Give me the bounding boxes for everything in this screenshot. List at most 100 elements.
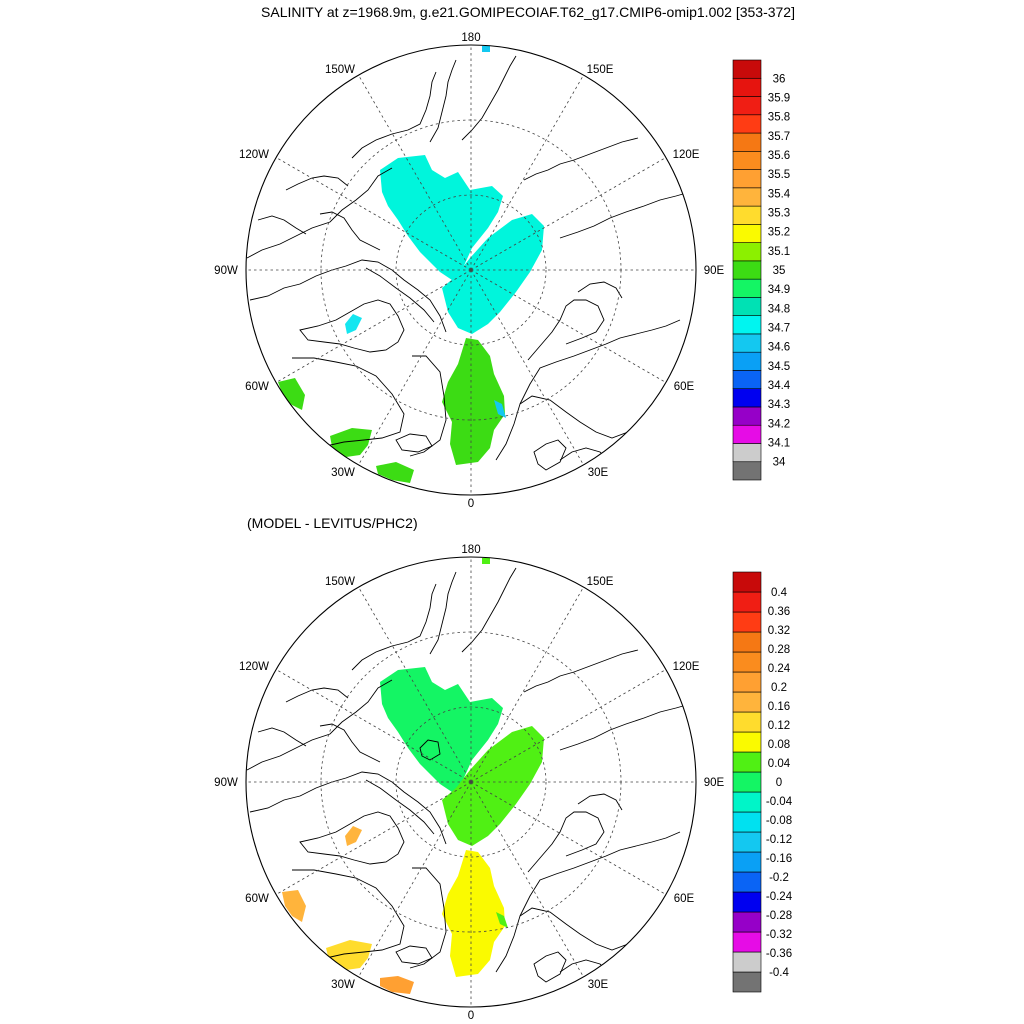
difference-colorbar-tick-label: 0.08 xyxy=(768,739,790,751)
salinity-map: 180 150W 150E 120W 120E 90W 90E 60W 60E … xyxy=(214,32,724,510)
lon-label-150w: 150W xyxy=(325,64,355,76)
difference-colorbar-swatch xyxy=(732,911,762,933)
salinity-colorbar-swatch xyxy=(732,187,762,207)
eurasian-basin-field xyxy=(442,214,544,334)
difference-colorbar-tick-label: 0 xyxy=(776,777,782,789)
salinity-colorbar-swatch xyxy=(732,242,762,262)
difference-colorbar-tick-label: 0.16 xyxy=(768,701,790,713)
difference-colorbar-swatch xyxy=(732,811,762,833)
salinity-colorbar-swatch xyxy=(732,297,762,316)
salinity-colorbar-tick-label: 34.7 xyxy=(768,323,790,335)
salinity-colorbar-swatch xyxy=(732,278,762,298)
salinity-colorbar-swatch xyxy=(732,406,762,426)
longitude-labels: 180 150W 150E 120W 120E 90W 90E 60W 60E … xyxy=(214,32,724,510)
lon-label-90e: 90E xyxy=(704,265,725,277)
difference-colorbar-swatch xyxy=(732,891,762,913)
lon-label-0: 0 xyxy=(468,1010,474,1022)
salinity-colorbar-tick-label: 34.5 xyxy=(768,361,790,373)
difference-colorbar-tick-label: 0.24 xyxy=(768,663,791,675)
lon-label-60w: 60W xyxy=(245,381,269,393)
lon-label-30e: 30E xyxy=(588,467,609,479)
salinity-colorbar-swatch xyxy=(732,132,762,152)
difference-colorbar-swatch xyxy=(732,791,762,813)
salinity-colorbar-swatch xyxy=(732,224,762,243)
lon-label-120e: 120E xyxy=(673,149,700,161)
iceland-basin-field xyxy=(376,462,414,483)
difference-colorbar-swatch xyxy=(732,671,762,693)
difference-colorbar-tick-label: 0.28 xyxy=(768,644,790,656)
difference-colorbar-swatch xyxy=(732,631,762,653)
coastlines-diff xyxy=(246,567,691,983)
salinity-colorbar: 34 34.1 34.2 34.3 34.4 34.5 34.6 34.7 34.8 34.9 35… xyxy=(732,59,791,481)
salinity-colorbar-tick-label: 35.6 xyxy=(768,150,790,162)
salinity-colorbar-tick-label: 34.8 xyxy=(768,303,790,315)
lon-label-90w: 90W xyxy=(214,777,238,789)
salinity-colorbar-tick-label: 35.3 xyxy=(768,207,790,219)
lon-label-150e: 150E xyxy=(587,576,614,588)
lon-label-30w: 30W xyxy=(331,979,355,991)
salinity-colorbar-tick-label: 36 xyxy=(773,73,786,85)
salinity-colorbar-swatch xyxy=(732,260,762,280)
salinity-colorbar-tick-label: 35.4 xyxy=(768,188,791,200)
barents-diff-field xyxy=(496,912,508,928)
difference-map: 180 150W 150E 120W 120E 90W 90E 60W 60E … xyxy=(214,544,724,1022)
salinity-colorbar-tick-label: 34 xyxy=(773,457,786,469)
lon-label-150e: 150E xyxy=(587,64,614,76)
difference-colorbar-swatch xyxy=(732,871,762,893)
difference-colorbar-swatch xyxy=(732,731,762,753)
salinity-colorbar-swatch xyxy=(732,114,762,134)
longitude-labels-diff: 180 150W 150E 120W 120E 90W 90E 60W 60E … xyxy=(214,544,724,1022)
lon-label-120e: 120E xyxy=(673,661,700,673)
salinity-colorbar-swatch xyxy=(732,370,762,389)
salinity-colorbar-tick-label: 35.8 xyxy=(768,112,790,124)
salinity-colorbar-swatch xyxy=(732,424,762,444)
labrador-sea-field xyxy=(330,428,372,457)
salinity-colorbar-tick-label: 34.1 xyxy=(768,438,790,450)
difference-colorbar-swatch xyxy=(732,651,762,673)
salinity-colorbar-tick-label: 34.4 xyxy=(768,380,791,392)
nordic-seas-diff-field xyxy=(442,850,505,977)
lon-label-120w: 120W xyxy=(239,661,269,673)
labrador-sea-diff-field xyxy=(326,940,372,970)
difference-colorbar-swatch xyxy=(732,771,762,793)
lon-label-30w: 30W xyxy=(331,467,355,479)
difference-colorbar-swatch xyxy=(732,571,762,593)
difference-colorbar-swatch xyxy=(732,691,762,713)
barents-patch-field xyxy=(494,400,506,418)
lon-label-60e: 60E xyxy=(674,381,695,393)
map-boundary xyxy=(245,44,697,496)
archipelago-diff-field xyxy=(345,826,362,846)
difference-colorbar: -0.4 -0.36 -0.32 -0.28 -0.24 -0.2 -0.16 -0.12 -0… xyxy=(732,571,793,993)
salinity-colorbar-swatch xyxy=(732,388,762,408)
difference-colorbar-tick-label: -0.32 xyxy=(766,929,792,941)
difference-colorbar-swatch xyxy=(732,951,762,973)
difference-colorbar-tick-label: 0.4 xyxy=(771,587,788,599)
salinity-colorbar-swatch xyxy=(732,169,762,189)
archipelago-field xyxy=(345,314,362,334)
canada-basin-diff-field xyxy=(380,667,503,794)
salinity-colorbar-tick-label: 35.7 xyxy=(768,131,790,143)
difference-colorbar-tick-label: -0.04 xyxy=(766,796,793,808)
difference-colorbar-swatch xyxy=(732,611,762,633)
difference-colorbar-swatch xyxy=(732,711,762,733)
difference-colorbar-swatch xyxy=(732,831,762,853)
lon-label-30e: 30E xyxy=(588,979,609,991)
lon-label-150w: 150W xyxy=(325,576,355,588)
baffin-bay-diff-field xyxy=(282,890,306,922)
difference-fields xyxy=(282,558,544,994)
graticule-diff xyxy=(246,557,696,1007)
salinity-colorbar-swatch xyxy=(732,315,762,335)
salinity-colorbar-tick-label: 35.5 xyxy=(768,169,790,181)
difference-colorbar-swatch xyxy=(732,931,762,953)
salinity-colorbar-tick-label: 35.9 xyxy=(768,92,790,104)
lon-label-180: 180 xyxy=(461,544,480,556)
salinity-colorbar-swatch xyxy=(732,461,762,481)
difference-colorbar-tick-label: -0.4 xyxy=(769,967,789,979)
salinity-colorbar-swatch xyxy=(732,59,762,79)
map-boundary-diff xyxy=(245,556,697,1008)
salinity-colorbar-swatch xyxy=(732,443,762,463)
difference-colorbar-tick-label: -0.24 xyxy=(766,891,793,903)
lon-label-180: 180 xyxy=(461,32,480,44)
iceland-basin-diff-field xyxy=(380,976,414,994)
